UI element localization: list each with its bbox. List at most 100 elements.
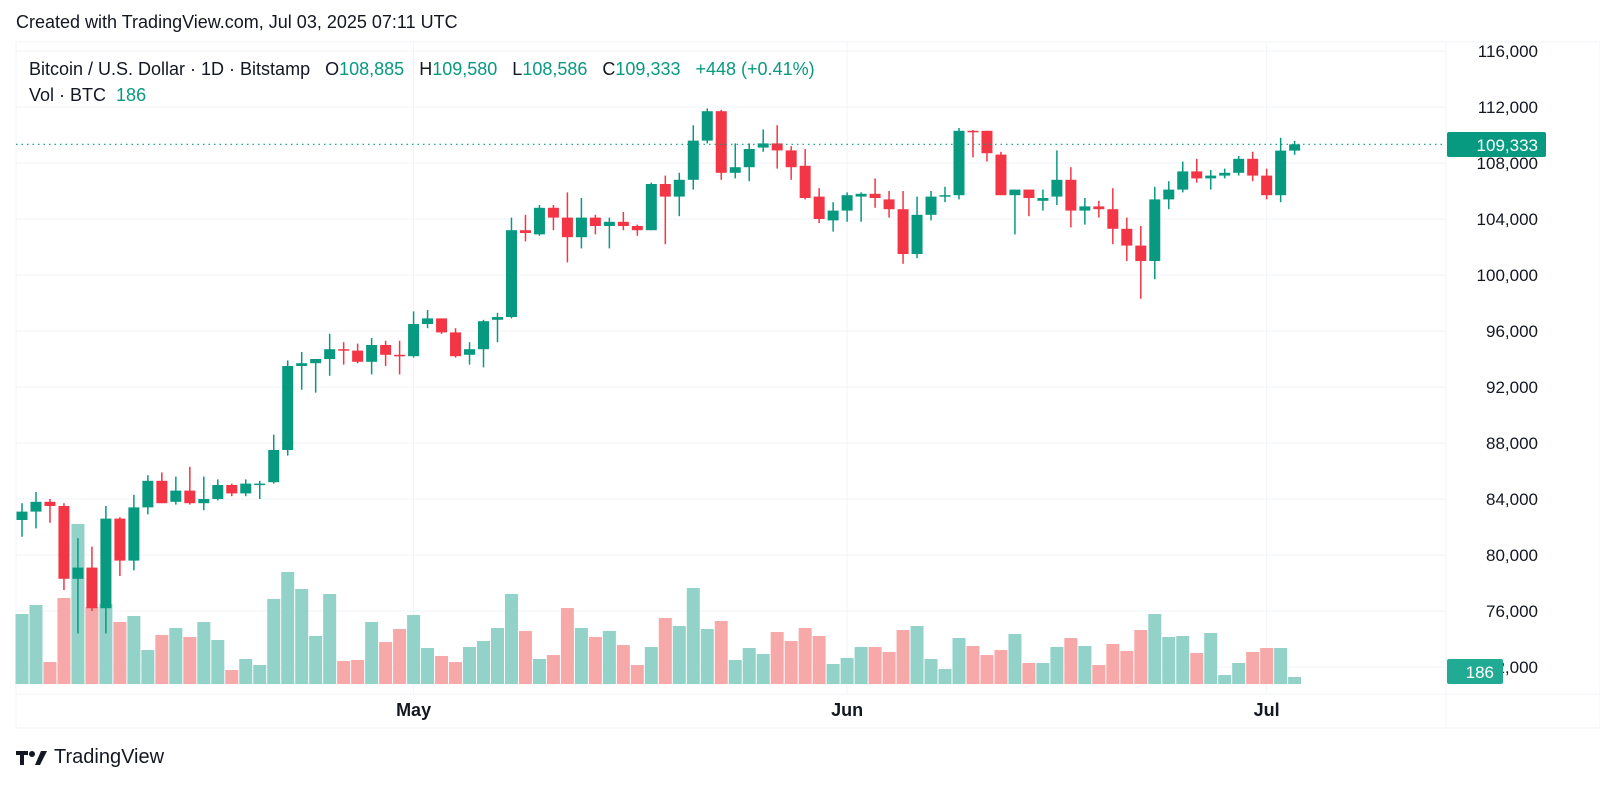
candle-body <box>408 324 420 357</box>
symbol-title[interactable]: Bitcoin / U.S. Dollar · 1D · Bitstamp <box>29 59 311 79</box>
candle[interactable] <box>1107 188 1119 245</box>
candle-body <box>212 485 224 499</box>
candle[interactable] <box>757 129 769 152</box>
candle[interactable] <box>897 191 909 264</box>
candle[interactable] <box>967 130 979 158</box>
candle[interactable] <box>1051 150 1063 205</box>
candle[interactable] <box>491 312 503 343</box>
candle[interactable] <box>450 328 462 358</box>
candle[interactable] <box>939 186 951 203</box>
candle[interactable] <box>813 188 825 224</box>
candle[interactable] <box>631 224 643 236</box>
candle[interactable] <box>352 343 364 364</box>
candle[interactable] <box>1205 170 1217 190</box>
candle[interactable] <box>1079 198 1091 225</box>
candle[interactable] <box>869 178 881 208</box>
candle[interactable] <box>72 538 84 634</box>
candle[interactable] <box>883 191 895 218</box>
candle[interactable] <box>1163 181 1175 210</box>
candle[interactable] <box>212 479 224 501</box>
candle[interactable] <box>394 340 406 375</box>
candle[interactable] <box>981 130 993 162</box>
candle-body <box>394 354 406 357</box>
candle[interactable] <box>827 202 839 232</box>
candle[interactable] <box>310 359 322 393</box>
candle[interactable] <box>128 494 140 571</box>
candle[interactable] <box>142 475 154 515</box>
candle[interactable] <box>282 360 294 456</box>
candle[interactable] <box>1247 151 1259 182</box>
candle[interactable] <box>925 191 937 221</box>
candle[interactable] <box>114 517 126 576</box>
candle[interactable] <box>464 342 476 365</box>
candle[interactable] <box>589 214 601 235</box>
candle[interactable] <box>100 506 112 634</box>
candle[interactable] <box>170 476 182 505</box>
candle[interactable] <box>1219 168 1231 179</box>
candle[interactable] <box>645 182 657 231</box>
candle[interactable] <box>673 172 685 217</box>
candle[interactable] <box>603 217 615 249</box>
candle[interactable] <box>1275 137 1287 203</box>
candle[interactable] <box>184 466 196 505</box>
candle[interactable] <box>226 483 238 497</box>
candle[interactable] <box>911 196 923 259</box>
candle[interactable] <box>785 146 797 180</box>
candle[interactable] <box>687 125 699 190</box>
candle[interactable] <box>156 472 168 504</box>
price-tick-label: 104,000 <box>1477 210 1538 229</box>
candle[interactable] <box>254 480 266 499</box>
candle[interactable] <box>1009 189 1021 235</box>
candle[interactable] <box>338 342 350 365</box>
candle[interactable] <box>366 338 378 375</box>
candle[interactable] <box>701 108 713 144</box>
candle[interactable] <box>408 311 420 358</box>
tradingview-logo[interactable]: TradingView <box>16 746 164 769</box>
candle[interactable] <box>296 352 308 390</box>
candle[interactable] <box>575 198 587 249</box>
candle[interactable] <box>422 310 434 329</box>
candle[interactable] <box>1023 189 1035 217</box>
candle[interactable] <box>533 205 545 236</box>
candle[interactable] <box>505 217 517 319</box>
candle[interactable] <box>561 192 573 263</box>
candle[interactable] <box>1261 168 1273 200</box>
candle[interactable] <box>86 546 98 611</box>
volume-label[interactable]: Vol · BTC <box>29 85 107 105</box>
candle[interactable] <box>995 151 1007 196</box>
candle[interactable] <box>519 214 531 242</box>
candle[interactable] <box>198 476 210 511</box>
candle[interactable] <box>268 434 280 484</box>
candle[interactable] <box>30 492 42 529</box>
candle[interactable] <box>617 212 629 231</box>
candle[interactable] <box>547 205 559 231</box>
candle[interactable] <box>1093 200 1105 218</box>
candle[interactable] <box>855 192 867 222</box>
candle[interactable] <box>729 143 741 179</box>
candle[interactable] <box>743 143 755 182</box>
candle[interactable] <box>240 479 252 497</box>
candle[interactable] <box>771 125 783 169</box>
candle[interactable] <box>1191 158 1203 183</box>
candle[interactable] <box>1149 186 1161 280</box>
candle[interactable] <box>1289 140 1301 155</box>
candle[interactable] <box>1233 156 1245 176</box>
candle[interactable] <box>58 503 70 590</box>
candle[interactable] <box>44 499 56 523</box>
candle[interactable] <box>1177 161 1189 193</box>
candle[interactable] <box>1121 217 1133 261</box>
candle[interactable] <box>1065 167 1077 228</box>
candle[interactable] <box>380 340 392 366</box>
candle[interactable] <box>16 503 28 537</box>
volume-bar <box>57 597 71 684</box>
candle[interactable] <box>1135 226 1147 299</box>
candle[interactable] <box>659 175 671 245</box>
candle[interactable] <box>324 333 336 376</box>
candle[interactable] <box>799 149 811 200</box>
candle[interactable] <box>436 318 448 334</box>
candle[interactable] <box>478 319 490 368</box>
candle[interactable] <box>841 192 853 222</box>
candle[interactable] <box>953 128 965 200</box>
candle[interactable] <box>1037 189 1049 211</box>
